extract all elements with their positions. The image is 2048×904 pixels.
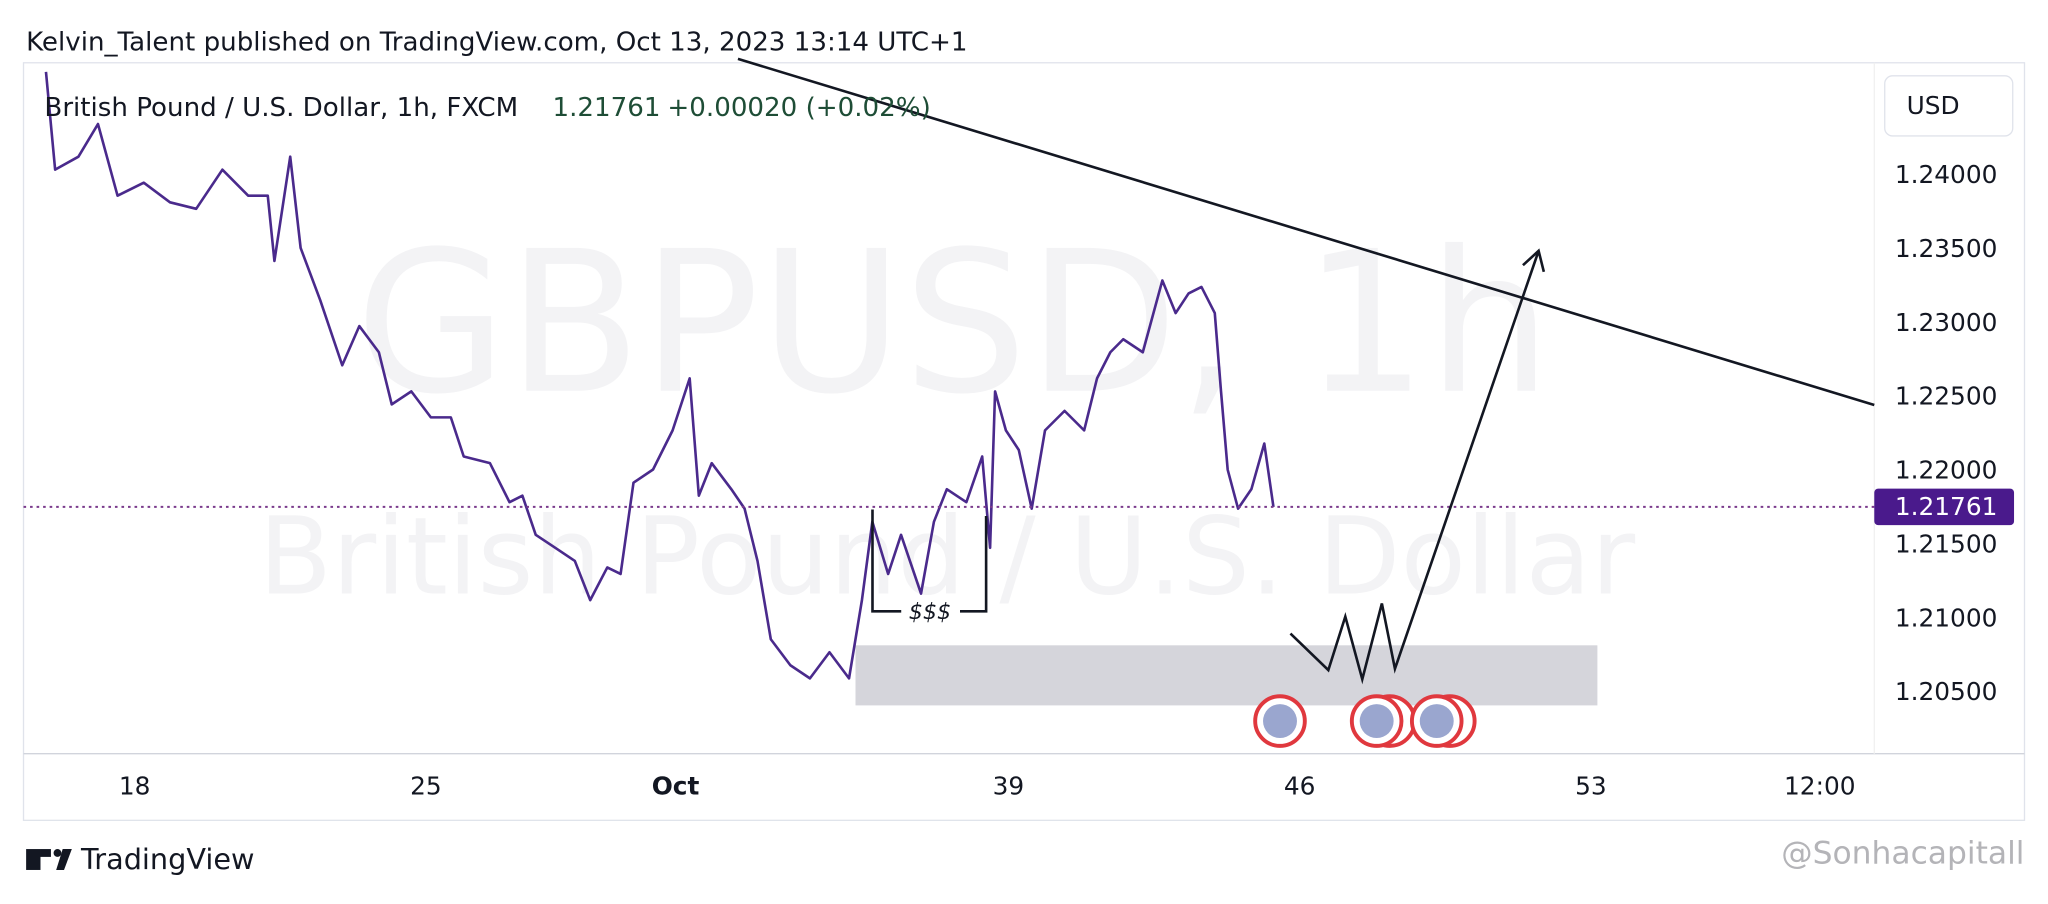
currency-label: USD	[1907, 91, 1960, 120]
y-tick-label: 1.22500	[1895, 382, 1998, 411]
liquidity-bracket	[959, 515, 988, 613]
event-icons	[1253, 694, 1477, 748]
x-tick-label: 53	[1575, 772, 1607, 801]
watermark: GBPUSD, 1h	[355, 210, 1551, 438]
x-tick-label: 25	[410, 772, 442, 801]
symbol-title: British Pound / U.S. Dollar, 1h, FXCM	[44, 93, 518, 123]
annotation: $$$	[909, 599, 951, 625]
legend-price: 1.21761	[552, 93, 660, 123]
x-tick-label: 46	[1284, 772, 1316, 801]
flag	[1263, 704, 1297, 739]
brand: TradingView	[80, 842, 255, 876]
y-tick-label: 1.21500	[1895, 529, 1998, 558]
x-tick-label: 18	[119, 772, 151, 801]
y-tick-label: 1.23500	[1895, 234, 1998, 263]
projection-arrow	[1289, 250, 1540, 685]
watermark-subtitle: British Pound / U.S. Dollar	[259, 496, 1637, 620]
x-tick-label: 39	[993, 772, 1025, 801]
legend-change: +0.00020 (+0.02%)	[667, 93, 930, 123]
logo-bar	[26, 849, 41, 870]
frame	[22, 62, 2026, 821]
y-tick-label: 1.20500	[1895, 677, 1998, 706]
price-line	[44, 71, 1275, 680]
logo-slash	[56, 849, 72, 870]
flag	[1359, 704, 1394, 739]
logo-bar	[40, 849, 51, 857]
header: Kelvin_Talent published on TradingView.c…	[26, 28, 967, 58]
currency-button[interactable]	[1884, 75, 2014, 137]
liquidity-bracket	[871, 509, 902, 613]
x-tick-label: Oct	[652, 772, 700, 801]
y-tick-label: 1.21000	[1895, 603, 1998, 632]
flag	[1419, 704, 1454, 739]
demand-zone	[855, 645, 1598, 706]
y-tick-label: 1.22000	[1895, 456, 1998, 485]
arrow-head	[1522, 248, 1546, 273]
tv-logo	[26, 849, 72, 870]
y-tick-label: 1.24000	[1895, 160, 1998, 189]
x-tick-label: 12:00	[1784, 772, 1855, 801]
logo-dot	[53, 849, 62, 857]
trend-line	[737, 57, 1875, 407]
last-price-label: 1.21761	[1895, 492, 1998, 521]
plot	[23, 71, 1875, 680]
y-tick-label: 1.23000	[1895, 308, 1998, 337]
credit: @Sonhacapitall	[1781, 835, 2024, 871]
last-price-box	[1874, 488, 2015, 526]
